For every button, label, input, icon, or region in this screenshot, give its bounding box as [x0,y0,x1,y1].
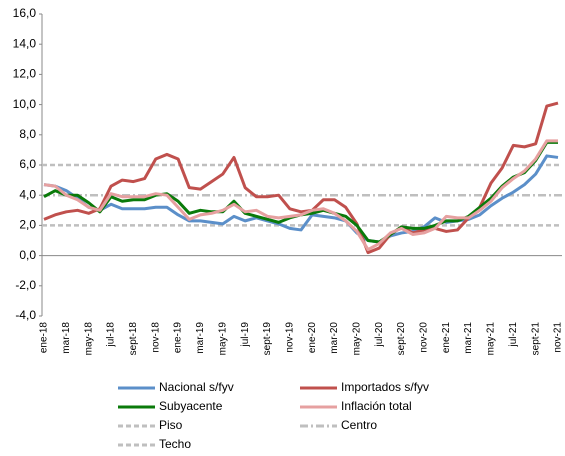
x-tick-label: nov-20 [419,322,430,353]
x-tick-label: ene-18 [39,322,50,354]
x-tick-label: mar-18 [61,322,72,354]
y-tick-label: 6,0 [19,157,36,171]
x-tick-label: may-21 [486,322,497,356]
legend-label: Importados s/fyv [341,380,429,394]
y-tick-label: 2,0 [19,218,36,232]
x-tick-label: sept-21 [530,322,541,356]
x-tick-label: mar-19 [195,322,206,354]
x-tick-label: nov-18 [150,322,161,353]
x-tick-label: sept-19 [262,322,273,356]
x-tick-label: sept-20 [396,322,407,356]
x-tick-label: jul-21 [508,322,519,348]
y-tick-label: -2,0 [15,278,36,292]
y-tick-label: 4,0 [19,187,36,201]
y-tick-label: 16,0 [13,6,37,20]
x-tick-label: ene-21 [441,322,452,354]
legend-label: Techo [159,437,191,451]
x-tick-label: jul-20 [374,322,385,348]
x-tick-label: may-19 [217,322,228,356]
y-tick-label: 12,0 [13,67,37,81]
x-tick-label: may-18 [83,322,94,356]
y-tick-label: 8,0 [19,127,36,141]
series-line [43,154,559,244]
legend-label: Piso [159,418,183,432]
y-tick-label: 14,0 [13,36,37,50]
x-tick-label: sept-18 [128,322,139,356]
y-tick-label: -4,0 [15,308,36,322]
legend-label: Subyacente [159,399,223,413]
legend-label: Nacional s/fyv [159,380,234,394]
series-line [43,139,558,252]
x-tick-label: nov-19 [284,322,295,353]
x-tick-label: mar-20 [329,322,340,354]
legend-label: Inflación total [341,399,412,413]
y-tick-label: 10,0 [13,97,37,111]
series-line [43,140,558,244]
x-tick-label: may-20 [352,322,363,356]
x-tick-label: ene-20 [307,322,318,354]
legend-label: Centro [341,418,377,432]
x-tick-label: jul-19 [240,322,251,348]
x-tick-label: mar-21 [463,322,474,354]
x-tick-label: jul-18 [106,322,117,348]
y-tick-label: 0,0 [19,248,36,262]
x-tick-label: ene-19 [173,322,184,354]
x-tick-label: nov-21 [553,322,564,353]
